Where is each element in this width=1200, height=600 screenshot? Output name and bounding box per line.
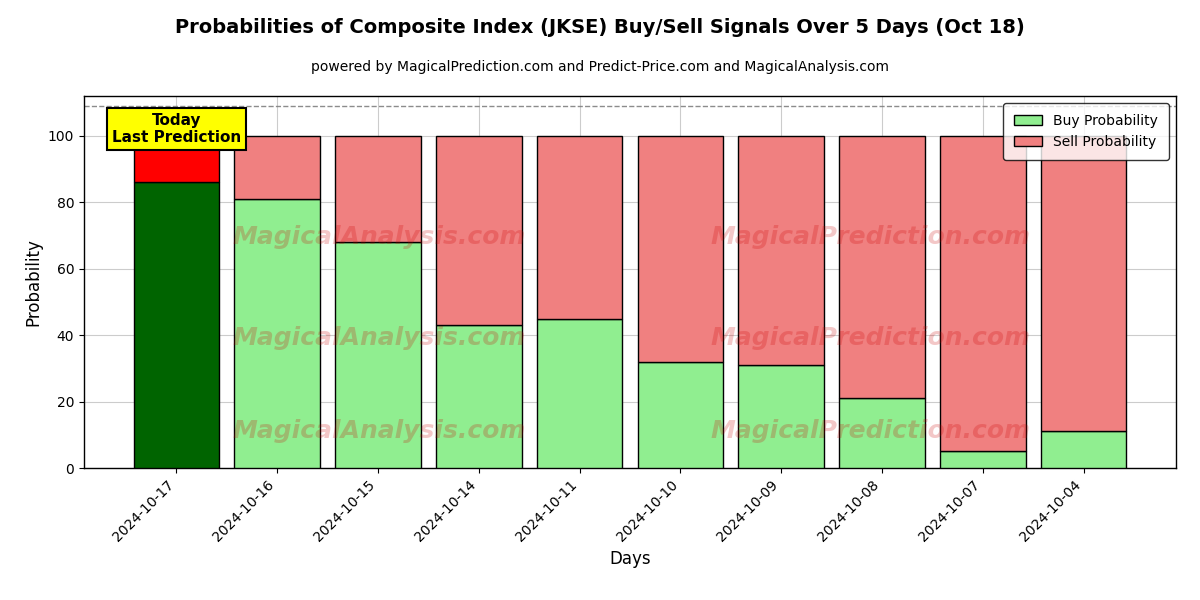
Bar [738, 365, 824, 468]
Bar [133, 136, 220, 182]
Bar [738, 136, 824, 365]
Text: MagicalPrediction.com: MagicalPrediction.com [710, 226, 1031, 250]
Text: Today
Last Prediction: Today Last Prediction [112, 113, 241, 145]
Bar [335, 136, 421, 242]
Bar [436, 325, 522, 468]
Text: MagicalAnalysis.com: MagicalAnalysis.com [232, 326, 526, 350]
Bar [335, 242, 421, 468]
Bar [536, 136, 623, 319]
Bar [637, 136, 724, 362]
Text: Probabilities of Composite Index (JKSE) Buy/Sell Signals Over 5 Days (Oct 18): Probabilities of Composite Index (JKSE) … [175, 18, 1025, 37]
Bar [536, 319, 623, 468]
Text: MagicalPrediction.com: MagicalPrediction.com [710, 326, 1031, 350]
Bar [839, 398, 925, 468]
Text: MagicalAnalysis.com: MagicalAnalysis.com [232, 226, 526, 250]
Bar [1040, 431, 1127, 468]
Text: MagicalPrediction.com: MagicalPrediction.com [710, 419, 1031, 443]
Bar [133, 182, 220, 468]
Y-axis label: Probability: Probability [24, 238, 42, 326]
Bar [234, 199, 320, 468]
Bar [940, 136, 1026, 451]
Text: powered by MagicalPrediction.com and Predict-Price.com and MagicalAnalysis.com: powered by MagicalPrediction.com and Pre… [311, 60, 889, 74]
Bar [234, 136, 320, 199]
Bar [940, 451, 1026, 468]
Text: MagicalAnalysis.com: MagicalAnalysis.com [232, 419, 526, 443]
X-axis label: Days: Days [610, 550, 650, 568]
Bar [1040, 136, 1127, 431]
Legend: Buy Probability, Sell Probability: Buy Probability, Sell Probability [1003, 103, 1169, 160]
Bar [637, 362, 724, 468]
Bar [436, 136, 522, 325]
Bar [839, 136, 925, 398]
